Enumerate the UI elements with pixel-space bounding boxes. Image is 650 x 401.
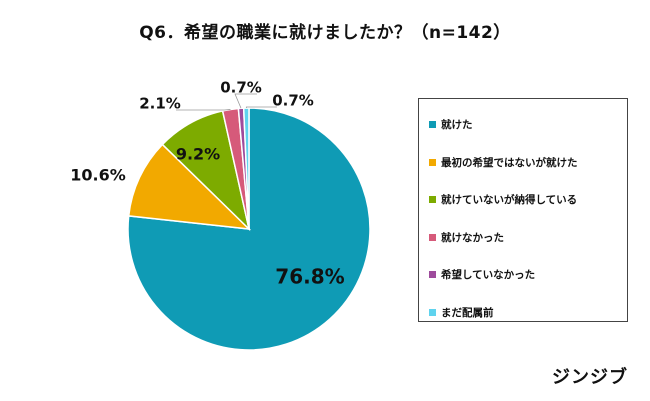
legend-swatch [429, 121, 436, 128]
legend-label: まだ配属前 [441, 306, 494, 319]
legend-item-3: 就けていないが納得している [429, 192, 577, 207]
legend-item-4: 就けなかった [429, 230, 504, 245]
legend-label: 就けなかった [441, 231, 504, 244]
brand-logo: ジンジブ [552, 367, 628, 388]
legend: 就けた最初の希望ではないが就けた 就けていないが納得している 就けなかった希望してい… [418, 98, 628, 322]
data-label-2: 10.6% [70, 166, 126, 185]
data-label-6: 0.7% [272, 92, 314, 110]
chart-title: Q6．希望の職業に就けましたか？（n=142） [139, 23, 511, 43]
legend-swatch [429, 233, 436, 241]
legend-label: 就けた [441, 119, 473, 131]
legend-item-6: まだ配属前 [429, 305, 494, 320]
leader-line-5 [234, 93, 257, 109]
data-label-3: 9.2% [176, 145, 220, 164]
legend-swatch [429, 308, 436, 316]
leader-line-4 [176, 109, 231, 111]
legend-item-2: 最初の希望ではないが就けた [429, 155, 578, 170]
legend-label: 最初の希望ではないが就けた [441, 156, 578, 169]
pie-slice-6 [242, 107, 250, 230]
legend-swatch [429, 271, 436, 278]
leader-line-6 [245, 106, 277, 109]
pie-slices [127, 107, 371, 351]
data-label-1: 76.8% [275, 265, 344, 289]
legend-item-1: 就けた [429, 117, 473, 132]
data-label-5: 0.7% [220, 79, 262, 97]
legend-label: 希望していなかった [441, 269, 536, 281]
legend-swatch [429, 196, 436, 203]
legend-item-5: 希望していなかった [429, 267, 535, 282]
legend-label: 就けていないが納得している [441, 194, 578, 206]
pie-slice-2 [127, 143, 252, 230]
data-label-4: 2.1% [139, 95, 181, 113]
legend-swatch [429, 158, 436, 166]
